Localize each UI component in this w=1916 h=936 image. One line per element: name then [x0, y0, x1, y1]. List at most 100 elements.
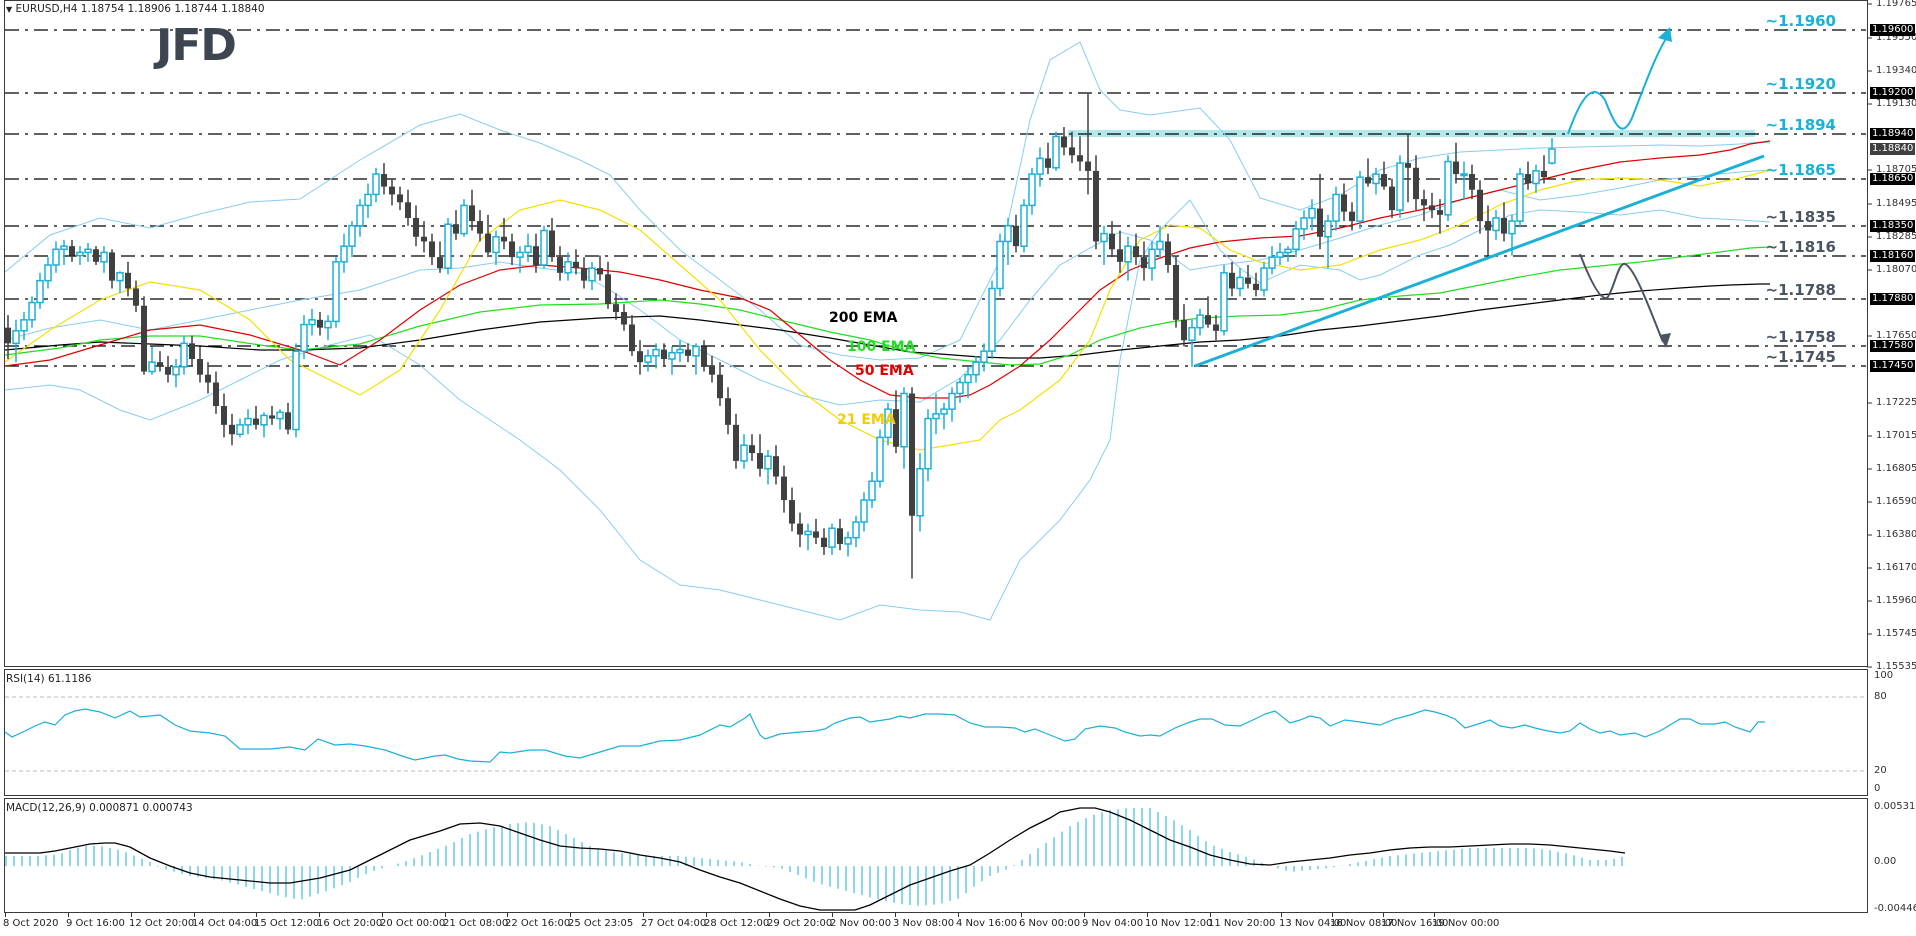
- price-tick-label: 1.15745: [1876, 628, 1916, 639]
- time-tick-label: 14 Oct 04:00: [192, 918, 258, 929]
- time-tick: [895, 913, 896, 917]
- level-price-box: 1.19200: [1870, 87, 1916, 99]
- time-tick: [1021, 913, 1022, 917]
- time-tick: [832, 913, 833, 917]
- price-tick-label: 1.17225: [1876, 397, 1916, 408]
- time-tick: [643, 913, 644, 917]
- time-tick: [5, 913, 6, 917]
- level-price-box: 1.18940: [1870, 128, 1916, 140]
- price-tick-label: 1.17015: [1876, 430, 1916, 441]
- price-axis-ticks: [1867, 3, 1872, 668]
- time-tick-label: 16 Oct 20:00: [317, 918, 383, 929]
- time-tick-label: 17 Nov 16:00: [1381, 918, 1449, 929]
- time-tick: [194, 913, 195, 917]
- price-tick-label: 1.16380: [1876, 529, 1916, 540]
- time-tick: [319, 913, 320, 917]
- time-tick-label: 12 Oct 20:00: [129, 918, 195, 929]
- time-tick-label: 6 Nov 00:00: [1019, 918, 1081, 929]
- time-tick-label: 16 Nov 08:00: [1330, 918, 1398, 929]
- level-label: ~1.1816: [1765, 238, 1836, 256]
- rsi-axis-80: 80: [1874, 691, 1887, 702]
- level-label: ~1.1920: [1765, 75, 1836, 93]
- level-label: ~1.1865: [1765, 161, 1836, 179]
- level-price-box: 1.17880: [1870, 293, 1916, 305]
- rsi-axis-0: 0: [1874, 783, 1881, 794]
- uptrend-line: [1194, 154, 1765, 368]
- ema-label: 100 EMA: [847, 339, 916, 355]
- level-label: ~1.1788: [1765, 281, 1836, 299]
- time-tick: [507, 913, 508, 917]
- macd-axis-zero: 0.00: [1874, 856, 1897, 867]
- time-tick: [131, 913, 132, 917]
- rsi-axis-20: 20: [1874, 765, 1887, 776]
- time-tick-label: 20 Oct 00:00: [380, 918, 446, 929]
- macd-chart: [5, 807, 1626, 911]
- time-tick-label: 27 Oct 04:00: [641, 918, 707, 929]
- rsi-chart: [4, 696, 1866, 772]
- bullish-arrowhead: [1658, 27, 1672, 42]
- jfd-logo: JFD: [156, 20, 237, 71]
- macd-axis-max: 0.005319: [1874, 801, 1916, 812]
- time-tick: [382, 913, 383, 917]
- bullish-scenario-arrow: [1567, 31, 1671, 135]
- time-tick: [1084, 913, 1085, 917]
- time-tick-label: 19 Nov 00:00: [1432, 918, 1500, 929]
- price-tick-label: 1.19130: [1876, 98, 1916, 109]
- ema-label: 200 EMA: [829, 310, 898, 326]
- bearish-scenario-arrow: [1579, 253, 1664, 343]
- current-price-box: 1.18840: [1870, 143, 1916, 155]
- time-tick: [1210, 913, 1211, 917]
- macd-histogram: [5, 808, 1623, 906]
- level-label: ~1.1745: [1765, 348, 1836, 366]
- time-tick: [1332, 913, 1333, 917]
- price-tick-label: 1.16590: [1876, 496, 1916, 507]
- time-tick-label: 22 Oct 16:00: [505, 918, 571, 929]
- symbol-info-text: EURUSD,H4 1.18754 1.18906 1.18744 1.1884…: [15, 3, 265, 15]
- time-tick-label: 10 Nov 12:00: [1145, 918, 1213, 929]
- time-tick-label: 13 Nov 04:00: [1279, 918, 1347, 929]
- time-tick: [445, 913, 446, 917]
- level-price-box: 1.18650: [1870, 173, 1916, 185]
- macd-panel[interactable]: [4, 798, 1868, 913]
- time-tick-label: 3 Nov 08:00: [893, 918, 955, 929]
- ema-100-line: [4, 246, 1771, 366]
- price-tick-label: 1.15960: [1876, 595, 1916, 606]
- price-tick-label: 1.19765: [1876, 0, 1916, 9]
- candlestick-series: [5, 92, 1556, 579]
- price-tick-label: 1.18705: [1876, 164, 1916, 175]
- time-tick-label: 21 Oct 08:00: [443, 918, 509, 929]
- time-tick-label: 25 Oct 23:05: [568, 918, 634, 929]
- time-tick: [769, 913, 770, 917]
- macd-label: MACD(12,26,9) 0.000871 0.000743: [6, 802, 193, 814]
- level-lines: [5, 29, 1866, 367]
- level-price-box: 1.18160: [1870, 250, 1916, 262]
- time-tick-label: 9 Oct 16:00: [66, 918, 125, 929]
- ema-label: 21 EMA: [837, 412, 896, 428]
- time-tick-label: 2 Nov 00:00: [830, 918, 892, 929]
- time-tick: [68, 913, 69, 917]
- price-tick-label: 1.18495: [1876, 198, 1916, 209]
- price-tick-label: 1.16170: [1876, 562, 1916, 573]
- price-tick-label: 1.19340: [1876, 65, 1916, 76]
- price-tick-label: 1.18285: [1876, 231, 1916, 242]
- collapse-triangle-icon[interactable]: ▼: [6, 5, 13, 14]
- level-price-box: 1.18350: [1870, 220, 1916, 232]
- price-tick-label: 1.15535: [1876, 661, 1916, 672]
- price-tick-label: 1.19550: [1876, 32, 1916, 43]
- level-label: ~1.1835: [1765, 208, 1836, 226]
- price-panel[interactable]: [4, 0, 1868, 667]
- level-price-box: 1.17580: [1870, 340, 1916, 352]
- time-tick: [570, 913, 571, 917]
- bollinger-bands: [4, 41, 1771, 621]
- macd-axis-min: -0.00446: [1874, 903, 1916, 914]
- ema-21-line: [4, 169, 1771, 451]
- time-tick-label: 15 Oct 12:00: [254, 918, 320, 929]
- price-tick-label: 1.17650: [1876, 330, 1916, 341]
- time-tick-label: 9 Nov 04:00: [1082, 918, 1144, 929]
- time-tick-label: 8 Oct 2020: [3, 918, 59, 929]
- time-tick: [1434, 913, 1435, 917]
- level-label: ~1.1894: [1765, 116, 1836, 134]
- level-label: ~1.1758: [1765, 328, 1836, 346]
